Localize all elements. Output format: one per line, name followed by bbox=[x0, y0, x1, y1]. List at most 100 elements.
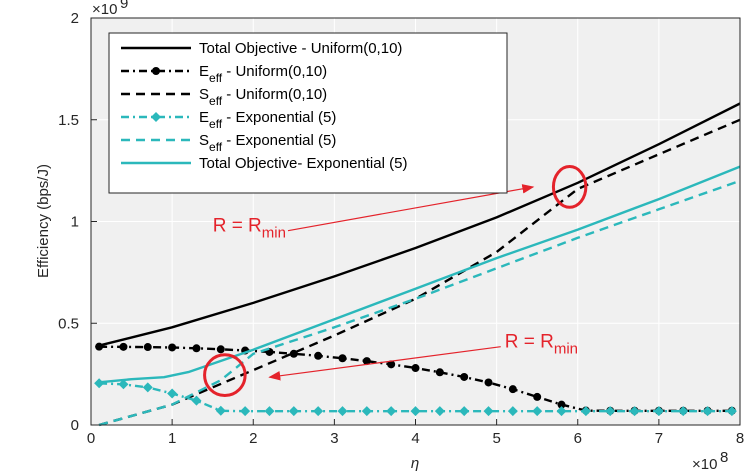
series-4 bbox=[94, 378, 737, 417]
data-point bbox=[215, 405, 226, 416]
series-5 bbox=[98, 179, 741, 427]
svg-text:8: 8 bbox=[720, 449, 728, 466]
series-6 bbox=[98, 165, 741, 384]
x-axis-label: η bbox=[411, 455, 419, 472]
series-line bbox=[98, 165, 741, 384]
data-point bbox=[459, 406, 470, 417]
data-point bbox=[653, 406, 664, 417]
svg-text:×10: ×10 bbox=[92, 1, 117, 18]
svg-text:9: 9 bbox=[120, 0, 128, 12]
data-point bbox=[460, 372, 469, 381]
data-point bbox=[313, 406, 324, 417]
legend-label: Seff - Exponential (5) bbox=[199, 132, 336, 154]
legend-marker bbox=[152, 67, 160, 75]
data-point bbox=[168, 343, 177, 352]
data-point bbox=[435, 368, 444, 377]
data-point bbox=[726, 406, 737, 417]
data-point bbox=[410, 406, 421, 417]
highlight-ellipse bbox=[203, 353, 247, 397]
data-point bbox=[532, 406, 543, 417]
legend: Total Objective - Uniform(0,10) Eeff - Un… bbox=[108, 32, 508, 194]
data-point bbox=[264, 406, 275, 417]
x-tick-label: 5 bbox=[492, 430, 500, 447]
x-tick-label: 2 bbox=[249, 430, 257, 447]
y-tick-label: 2 bbox=[71, 10, 79, 27]
y-axis-label: Efficiency (bps/J) bbox=[35, 164, 52, 278]
data-point bbox=[337, 406, 348, 417]
data-point bbox=[484, 378, 493, 387]
data-point bbox=[362, 357, 371, 366]
data-point bbox=[338, 354, 347, 363]
data-point bbox=[167, 388, 178, 399]
legend-label: Total Objective - Uniform(0,10) bbox=[199, 40, 402, 57]
data-point bbox=[216, 345, 225, 354]
legend-marker bbox=[151, 112, 161, 122]
data-point bbox=[95, 342, 104, 351]
data-point bbox=[142, 382, 153, 393]
data-point bbox=[119, 342, 128, 351]
data-point bbox=[434, 406, 445, 417]
legend-label: Seff - Uniform(0,10) bbox=[199, 86, 327, 108]
y-tick-label: 1 bbox=[71, 214, 79, 231]
y-tick-label: 1.5 bbox=[58, 112, 79, 129]
data-point bbox=[387, 360, 396, 369]
x-tick-label: 8 bbox=[736, 430, 744, 447]
legend-label: Eeff - Exponential (5) bbox=[199, 109, 336, 131]
legend-entry: Total Objective - Uniform(0,10) bbox=[121, 40, 402, 57]
svg-text:×10: ×10 bbox=[692, 456, 717, 473]
series-line bbox=[98, 102, 741, 347]
data-point bbox=[557, 400, 566, 409]
legend-label: Eeff - Uniform(0,10) bbox=[199, 63, 327, 85]
y-multiplier: ×10 9 bbox=[92, 0, 128, 18]
x-tick-label: 0 bbox=[87, 430, 95, 447]
data-point bbox=[605, 406, 616, 417]
y-tick-label: 0 bbox=[71, 417, 79, 434]
x-tick-label: 6 bbox=[574, 430, 582, 447]
data-point bbox=[702, 406, 713, 417]
annotation-arrow bbox=[287, 184, 535, 232]
data-point bbox=[533, 392, 542, 401]
data-point bbox=[386, 406, 397, 417]
legend-entry: Eeff - Uniform(0,10) bbox=[121, 63, 327, 85]
data-point bbox=[118, 379, 129, 390]
series-1 bbox=[98, 102, 741, 347]
x-tick-label: 3 bbox=[330, 430, 338, 447]
data-point bbox=[94, 378, 105, 389]
data-point bbox=[678, 406, 689, 417]
x-tick-label: 1 bbox=[168, 430, 176, 447]
tick-layer: 0 1 2 3 4 5 6 7 8 0 0.5 1 1.5 2 bbox=[58, 10, 744, 447]
y-tick-label: 0.5 bbox=[58, 315, 79, 332]
data-point bbox=[411, 364, 420, 373]
legend-box bbox=[108, 32, 508, 194]
highlight-ellipse bbox=[551, 165, 588, 209]
data-point bbox=[580, 406, 591, 417]
legend-entry: Seff - Uniform(0,10) bbox=[121, 86, 327, 108]
data-point bbox=[629, 406, 640, 417]
series-line bbox=[98, 179, 741, 427]
x-tick-label: 4 bbox=[411, 430, 419, 447]
x-multiplier: ×10 8 bbox=[692, 449, 728, 473]
annotation-arrow bbox=[268, 346, 501, 381]
legend-entry: Total Objective- Exponential (5) bbox=[121, 155, 407, 172]
data-point bbox=[192, 344, 201, 353]
data-point bbox=[483, 406, 494, 417]
data-point bbox=[507, 406, 518, 417]
data-point bbox=[240, 406, 251, 417]
data-point bbox=[361, 406, 372, 417]
series-line bbox=[98, 118, 741, 427]
series-3 bbox=[98, 118, 741, 427]
legend-entry: Eeff - Exponential (5) bbox=[121, 109, 336, 131]
x-tick-label: 7 bbox=[655, 430, 663, 447]
series-layer bbox=[94, 102, 741, 427]
data-point bbox=[191, 395, 202, 406]
data-point bbox=[143, 343, 152, 352]
data-point bbox=[314, 351, 323, 360]
legend-entry: Seff - Exponential (5) bbox=[121, 132, 336, 154]
legend-label: Total Objective- Exponential (5) bbox=[199, 155, 407, 172]
series-line bbox=[99, 382, 732, 413]
data-point bbox=[508, 385, 517, 394]
data-point bbox=[288, 406, 299, 417]
data-point bbox=[556, 406, 567, 417]
